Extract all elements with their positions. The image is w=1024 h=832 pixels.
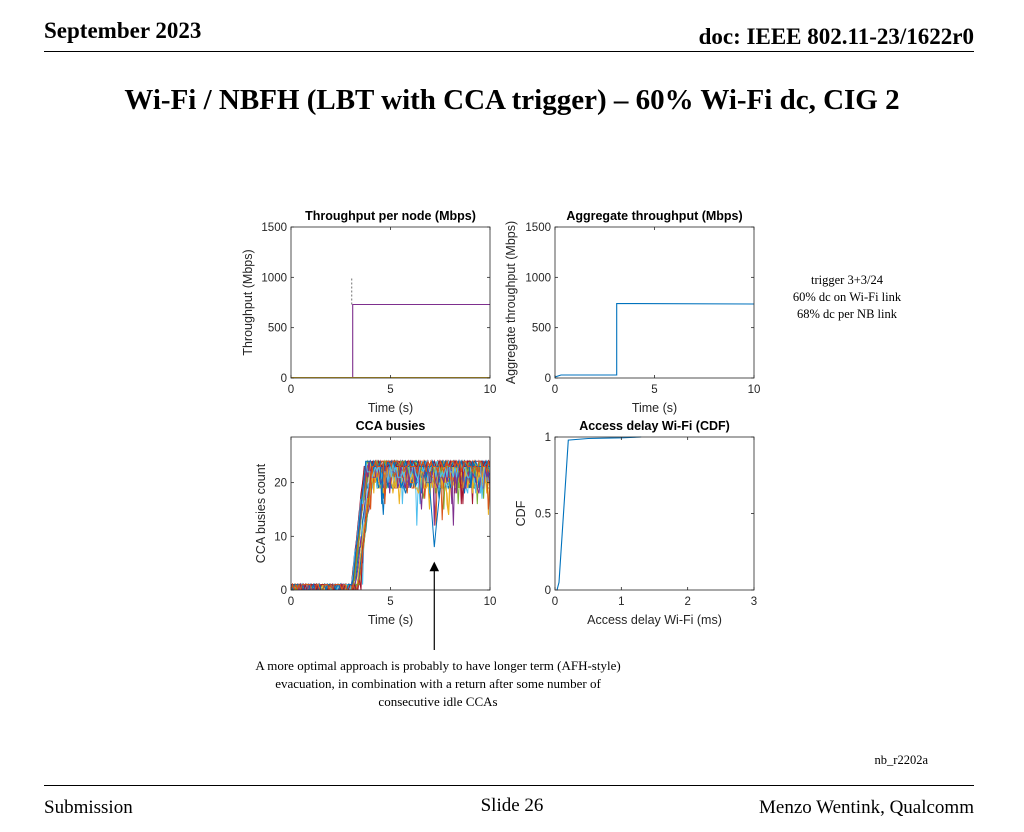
y-axis-label: Aggregate throughput (Mbps): [504, 221, 518, 384]
footer-author: Menzo Wentink, Qualcomm: [759, 797, 974, 818]
plot-area: [291, 277, 490, 378]
annotation-text: A more optimal approach is probably to h…: [255, 658, 621, 709]
footer-slide-number: Slide 26: [480, 795, 544, 816]
plot-area: [556, 436, 642, 590]
side-note-line-2: 60% dc on Wi-Fi link: [792, 290, 902, 304]
y-tick-label: 500: [532, 323, 551, 335]
series-line-aggregate: [555, 302, 754, 378]
side-note-line-3: 68% dc per NB link: [797, 307, 897, 321]
chart-title: Throughput per node (Mbps): [305, 209, 476, 223]
footer-submission: Submission: [44, 797, 133, 818]
y-tick-label: 20: [274, 478, 287, 490]
series-line-cdf: [556, 436, 642, 590]
y-axis-label: Throughput (Mbps): [241, 249, 255, 355]
x-tick-label: 5: [651, 384, 657, 396]
cca-trace: [291, 460, 490, 590]
x-tick-label: 0: [552, 596, 558, 608]
header-doc-id: doc: IEEE 802.11-23/1622r0: [698, 24, 974, 49]
header-date: September 2023: [44, 18, 202, 43]
axes-box: [290, 226, 491, 379]
y-tick-label: 500: [268, 323, 287, 335]
slide-title: Wi-Fi / NBFH (LBT with CCA trigger) – 60…: [124, 84, 900, 116]
y-tick-label: 0: [281, 373, 287, 385]
x-tick-label: 0: [288, 596, 294, 608]
version-tag: nb_r2202a: [874, 753, 928, 767]
y-tick-label: 0: [545, 373, 551, 385]
chart-title: Access delay Wi-Fi (CDF): [579, 419, 730, 433]
side-note: trigger 3+3/24 60% dc on Wi-Fi link 68% …: [762, 272, 932, 323]
chart-access-delay-cdf: Access delay Wi-Fi (CDF) 0 1 2 3 0 0.5 1 Access …: [514, 419, 757, 627]
cca-dip-trace: [428, 482, 441, 548]
y-tick-label: 0: [545, 585, 551, 597]
footer-rule: [44, 785, 974, 786]
y-tick-label: 1000: [261, 272, 287, 284]
chart-aggregate-throughput: Aggregate throughput (Mbps) 0 5 10 0 500 1000 1…: [504, 209, 760, 415]
y-tick-label: 1000: [525, 272, 551, 284]
chart-cca-busies: CCA busies 0 5 10 0 10 20 Time (s) CCA busies co…: [254, 419, 496, 627]
y-tick-label: 1500: [525, 222, 551, 234]
y-axis-label: CCA busies count: [254, 463, 268, 563]
cca-trace: [291, 459, 490, 590]
x-tick-label: 2: [684, 596, 690, 608]
x-tick-label: 1: [618, 596, 624, 608]
x-tick-label: 5: [387, 384, 393, 396]
x-tick-label: 10: [484, 384, 497, 396]
side-note-line-1: trigger 3+3/24: [811, 273, 883, 287]
y-tick-label: 1500: [261, 222, 287, 234]
series-line-wi-fi-node: [291, 303, 490, 378]
x-tick-label: 10: [748, 384, 761, 396]
chart-title: CCA busies: [356, 419, 426, 433]
x-tick-label: 5: [387, 596, 393, 608]
plot-area: [291, 459, 490, 590]
x-axis-label: Time (s): [368, 401, 413, 415]
x-tick-label: 3: [751, 596, 757, 608]
x-tick-label: 10: [484, 596, 497, 608]
y-tick-label: 10: [274, 531, 287, 543]
chart-throughput-per-node: Throughput per node (Mbps) 0 5 10 0 500 1000 15…: [241, 209, 496, 415]
x-tick-label: 0: [288, 384, 294, 396]
y-tick-label: 0.5: [535, 509, 551, 521]
y-tick-label: 0: [281, 585, 287, 597]
chart-title: Aggregate throughput (Mbps): [566, 209, 742, 223]
x-axis-label: Time (s): [368, 613, 413, 627]
plot-area: [555, 302, 754, 378]
x-axis-label: Access delay Wi-Fi (ms): [587, 613, 722, 627]
y-axis-label: CDF: [514, 500, 528, 526]
y-tick-label: 1: [545, 432, 551, 444]
axes-box: [554, 436, 755, 591]
x-axis-label: Time (s): [632, 401, 677, 415]
axes-box: [290, 436, 491, 591]
x-tick-label: 0: [552, 384, 558, 396]
header-rule: [44, 51, 974, 52]
axes-box: [554, 226, 755, 379]
